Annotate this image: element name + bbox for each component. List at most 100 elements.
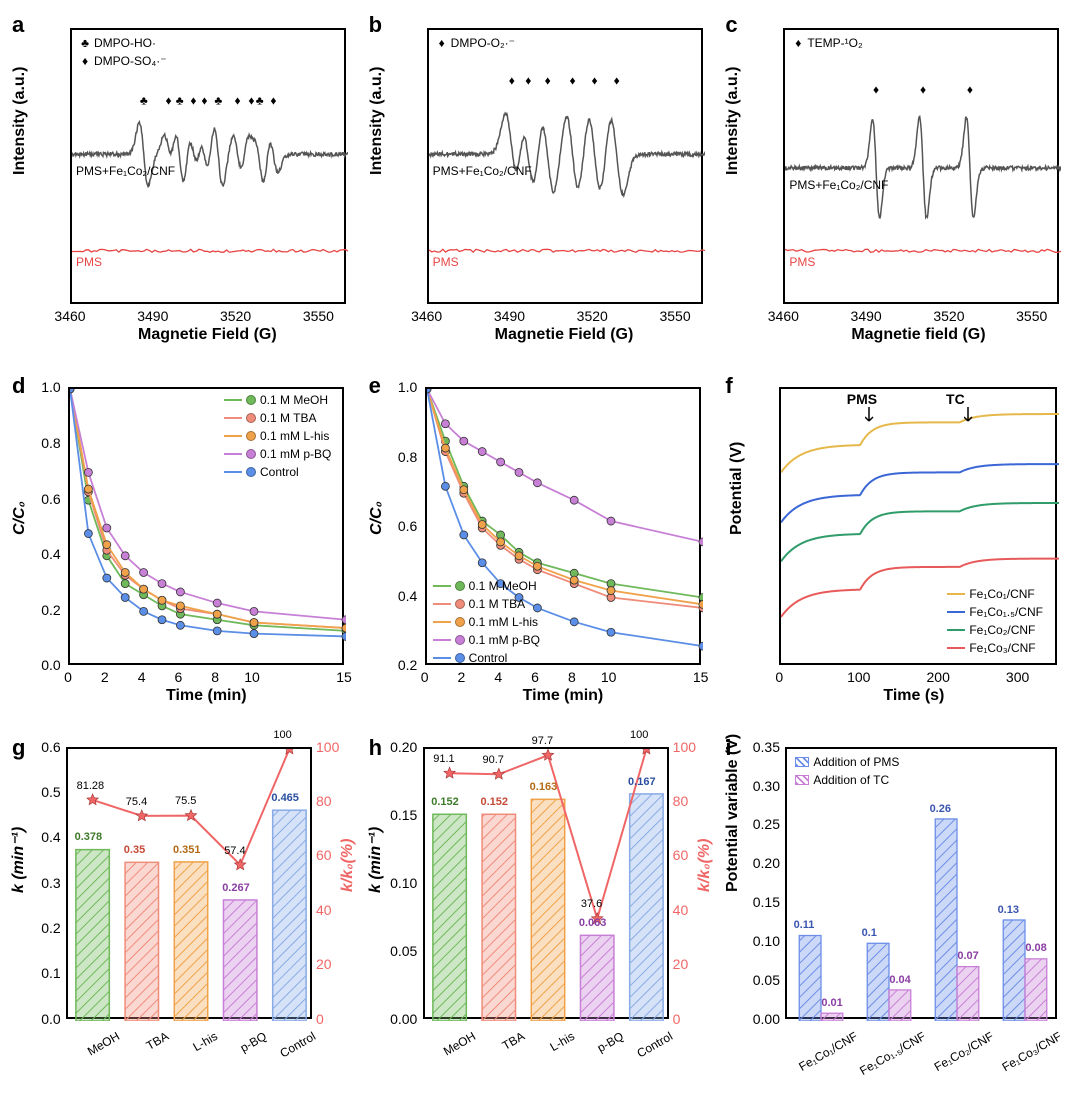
legend-item: 0.1 M TBA xyxy=(224,409,331,427)
ytick: 0.3 xyxy=(25,875,61,891)
panel-b: b♦♦♦♦♦♦Intensity (a.u.)Magnetie Field (G… xyxy=(367,10,714,361)
plot-frame: ♦♦♦ xyxy=(783,28,1059,304)
peak-marker: ♦ xyxy=(270,94,276,108)
legend: ♣DMPO-HO·♦DMPO-SO₄·⁻ xyxy=(80,34,167,70)
bar-value-label: 0.152 xyxy=(431,796,459,808)
arrow-label: PMS xyxy=(847,391,877,407)
y2tick: 40 xyxy=(316,902,332,918)
xlabel: Time (s) xyxy=(883,687,944,705)
line-value-label: 90.7 xyxy=(482,754,503,766)
ytick: 0.2 xyxy=(25,920,61,936)
category-tick: p-BQ xyxy=(567,1029,626,1071)
bar-value-label: 0.07 xyxy=(957,950,978,962)
legend-label: TEMP-¹O₂ xyxy=(807,34,862,52)
bar-value-label: 0.11 xyxy=(794,919,815,931)
bar-value-label: 0.26 xyxy=(930,803,951,815)
legend-item: Fe₁Co₁/CNF xyxy=(947,585,1043,603)
ytick: 0.25 xyxy=(740,816,780,832)
panel-label-b: b xyxy=(369,12,382,38)
trace-label: PMS xyxy=(433,255,459,269)
panel-label-d: d xyxy=(12,373,25,399)
panel-label-c: c xyxy=(725,12,737,38)
category-tick: L-his xyxy=(518,1029,577,1071)
legend-swatch xyxy=(795,775,809,785)
bar-value-label: 0.465 xyxy=(271,792,299,804)
line-value-label: 100 xyxy=(630,729,648,741)
line-value-label: 97.7 xyxy=(532,735,553,747)
y2tick: 0 xyxy=(316,1011,324,1027)
legend-label: 0.1 M TBA xyxy=(469,595,525,613)
ytick: 0.15 xyxy=(381,807,417,823)
panel-h: hk (min⁻¹)k/k₀(%)0.000.050.100.150.20020… xyxy=(367,733,714,1084)
ytick: 0.20 xyxy=(381,739,417,755)
ytick: 0.10 xyxy=(381,875,417,891)
legend-item: ♦DMPO-SO₄·⁻ xyxy=(80,52,167,70)
xlabel: Magnetie Field (G) xyxy=(138,326,277,344)
ytick: 0.4 xyxy=(387,588,417,604)
legend-label: 0.1 mM L-his xyxy=(260,427,329,445)
trace-label: PMS xyxy=(76,255,102,269)
y2tick: 20 xyxy=(673,956,689,972)
y2tick: 100 xyxy=(673,739,696,755)
legend-label: Addition of TC xyxy=(813,771,889,789)
y2tick: 80 xyxy=(673,793,689,809)
legend-item: ♦TEMP-¹O₂ xyxy=(793,34,862,52)
ytick: 0.05 xyxy=(381,943,417,959)
xtick: 6 xyxy=(531,669,539,685)
legend-symbol: ♦ xyxy=(80,52,90,70)
ytick: 0.6 xyxy=(31,491,61,507)
peak-marker: ♦ xyxy=(190,94,196,108)
bar-value-label: 0.378 xyxy=(75,831,103,843)
xtick: 10 xyxy=(244,669,260,685)
y2tick: 20 xyxy=(316,956,332,972)
trace-label: PMS+Fe₁Co₂/CNF xyxy=(433,164,532,178)
epr-svg: ♦♦♦ xyxy=(785,30,1061,306)
category-tick: Control xyxy=(616,1029,675,1071)
legend-item: Fe₁Co₁.₅/CNF xyxy=(947,603,1043,621)
line-value-label: 81.28 xyxy=(77,780,105,792)
xtick: 8 xyxy=(211,669,219,685)
y2tick: 80 xyxy=(316,793,332,809)
legend-item: 0.1 M MeOH xyxy=(433,577,540,595)
peak-marker: ♣ xyxy=(214,94,222,108)
legend-item: Control xyxy=(433,649,540,667)
legend-item: 0.1 mM p-BQ xyxy=(433,631,540,649)
ytick: 0.6 xyxy=(25,739,61,755)
legend-item: 0.1 mM L-his xyxy=(433,613,540,631)
peak-marker: ♦ xyxy=(166,94,172,108)
legend-label: Addition of PMS xyxy=(813,753,899,771)
xtick: 3460 xyxy=(411,308,442,324)
legend-label: 0.1 mM L-his xyxy=(469,613,538,631)
peak-marker: ♣ xyxy=(256,94,264,108)
bar-svg xyxy=(787,749,1059,1021)
panel-e: eC/C₀Time (min)0246810150.20.40.60.81.00… xyxy=(367,371,714,722)
legend-symbol: ♣ xyxy=(80,34,90,52)
arrow-label: TC xyxy=(946,391,965,407)
ytick: 1.0 xyxy=(31,379,61,395)
y2tick: 0 xyxy=(673,1011,681,1027)
legend: 0.1 M MeOH0.1 M TBA0.1 mM L-his0.1 mM p-… xyxy=(433,577,540,667)
ytick: 0.15 xyxy=(740,894,780,910)
legend: Fe₁Co₁/CNFFe₁Co₁.₅/CNFFe₁Co₂/CNFFe₁Co₃/C… xyxy=(947,585,1043,657)
legend: 0.1 M MeOH0.1 M TBA0.1 mM L-his0.1 mM p-… xyxy=(224,391,331,481)
y2tick: 40 xyxy=(673,902,689,918)
category-tick: Control xyxy=(259,1029,318,1071)
legend-item: Addition of TC xyxy=(795,771,899,789)
xtick: 2 xyxy=(101,669,109,685)
legend-label: Control xyxy=(260,463,299,481)
legend-item: Control xyxy=(224,463,331,481)
peak-marker: ♦ xyxy=(967,82,973,96)
panel-f: fPotential (V)Time (s)0100200300PMSTCFe₁… xyxy=(723,371,1070,722)
category-tick: p-BQ xyxy=(210,1029,269,1071)
xtick: 4 xyxy=(494,669,502,685)
bar-value-label: 0.063 xyxy=(579,917,607,929)
peak-marker: ♦ xyxy=(201,94,207,108)
xtick: 0 xyxy=(775,669,783,685)
panel-c: c♦♦♦Intensity (a.u.)Magnetie field (G)34… xyxy=(723,10,1070,361)
legend-swatch xyxy=(795,757,809,767)
xtick: 3490 xyxy=(851,308,882,324)
xtick: 3490 xyxy=(494,308,525,324)
panel-label-e: e xyxy=(369,373,381,399)
xtick: 3550 xyxy=(303,308,334,324)
peak-marker: ♦ xyxy=(920,82,926,96)
